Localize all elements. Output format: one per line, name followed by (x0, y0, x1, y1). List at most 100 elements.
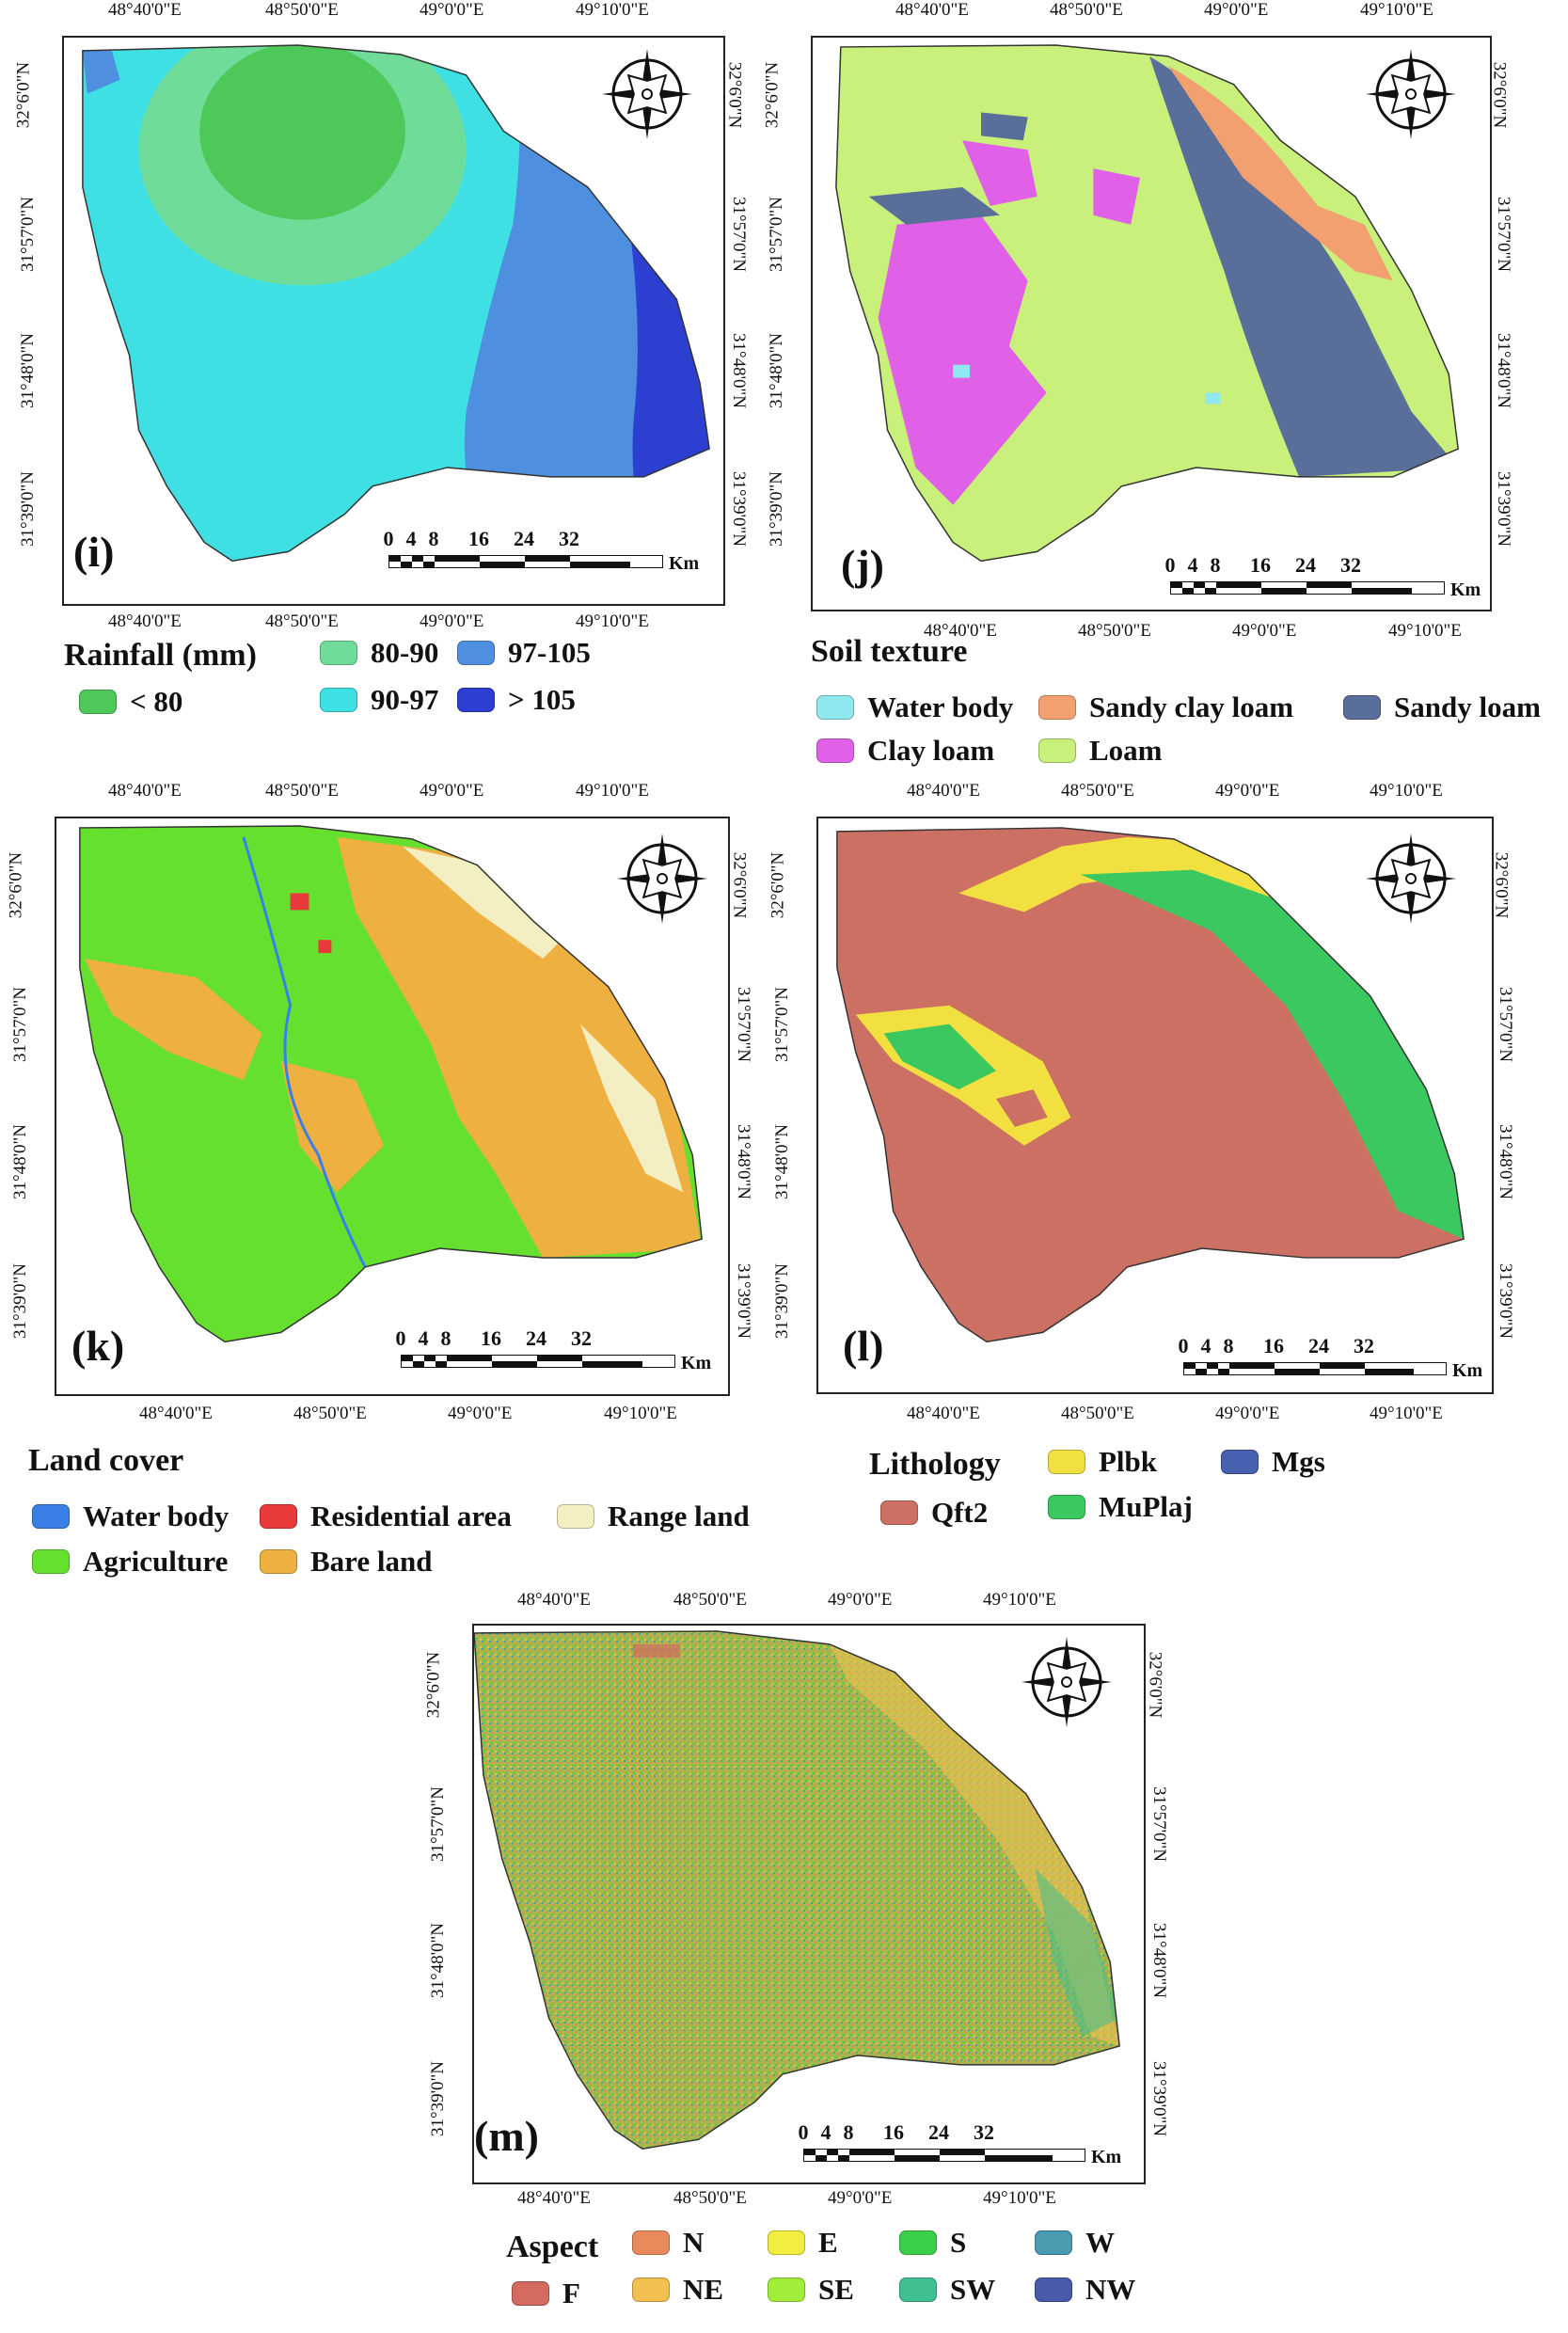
north-arrow-icon (1366, 49, 1456, 139)
right-lat-tick: 32°6'0"N (729, 851, 750, 919)
left-lat-tick: 31°39'0"N (10, 1263, 30, 1339)
legend-swatch (1048, 1495, 1085, 1519)
aspect-flat (633, 1643, 680, 1658)
bottom-lon-tick: 49°10'0"E (1370, 1404, 1443, 1423)
legend-swatch (32, 1504, 70, 1529)
legend-title: Land cover (28, 1443, 184, 1478)
north-arrow-icon (1366, 833, 1456, 924)
legend-swatch (557, 1504, 594, 1529)
right-lat-tick: 31°39'0"N (1149, 2061, 1169, 2136)
legend-rainfall: Rainfall (mm) < 80 80-90 90-97 97-105 > … (0, 632, 784, 736)
top-lon-tick: 49°0'0"E (1215, 781, 1280, 801)
legend-item: E (768, 2226, 838, 2260)
map-panel-m: 48°40'0"E 48°50'0"E 49°0'0"E 49°10'0"E (395, 1590, 1179, 2333)
bottom-lon-tick: 49°0'0"E (1232, 621, 1297, 641)
bottom-lon-tick: 48°40'0"E (517, 2188, 591, 2208)
right-lat-tick: 31°57'0"N (1149, 1786, 1169, 1862)
bottom-lon-tick: 49°10'0"E (1388, 621, 1462, 641)
legend-item: > 105 (457, 683, 576, 717)
legend-item: Plbk (1048, 1445, 1157, 1479)
scale-bar: 0 4 8 16 24 32 Km (798, 2120, 1122, 2167)
legend-swatch (768, 2230, 805, 2255)
study-area-boundary (836, 827, 1465, 1343)
land-cover-residential-area (290, 893, 309, 911)
left-lat-tick: 31°39'0"N (428, 2061, 448, 2136)
bottom-lon-tick: 48°50'0"E (673, 2188, 747, 2208)
map-panel-l: 48°40'0"E 48°50'0"E 49°0'0"E 49°10'0"E ( (768, 771, 1568, 1580)
scale-bar: 0 4 8 16 24 32 Km (1178, 1334, 1483, 1381)
legend-item: Mgs (1221, 1445, 1325, 1479)
legend-swatch (1048, 1450, 1085, 1474)
legend-swatch (457, 688, 495, 712)
top-lon-tick: 49°0'0"E (1204, 0, 1269, 20)
left-lat-tick: 31°57'0"N (10, 987, 30, 1062)
top-lon-tick: 49°10'0"E (983, 1590, 1056, 1610)
soil-class-water-body (953, 364, 971, 378)
legend-item: MuPlaj (1048, 1490, 1193, 1524)
right-lat-tick: 31°48'0"N (734, 1124, 753, 1199)
map-panel-j: 48°40'0"E 48°50'0"E 49°0'0"E 49°10'0"E (762, 0, 1568, 767)
right-lat-tick: 32°6'0"N (724, 61, 745, 129)
aspect-map (474, 1630, 1120, 2150)
top-lon-tick: 48°50'0"E (1050, 0, 1123, 20)
legend-swatch (79, 690, 117, 714)
legend-swatch (899, 2277, 937, 2302)
top-lon-tick: 48°40'0"E (517, 1590, 591, 1610)
top-lon-tick: 49°10'0"E (576, 781, 649, 801)
legend-title: Soil texture (811, 634, 968, 669)
legend-item: Clay loam (816, 734, 994, 768)
legend-item: Sandy loam (1343, 690, 1541, 724)
right-lat-tick: 31°39'0"N (1494, 471, 1513, 547)
legend-swatch (260, 1504, 297, 1529)
legend-item: < 80 (79, 685, 182, 719)
top-lon-tick: 49°0'0"E (420, 0, 484, 20)
legend-title: Lithology (869, 1447, 1001, 1482)
right-lat-tick: 31°57'0"N (734, 987, 753, 1062)
soil-class-clay-loam (878, 214, 1047, 505)
legend-item: 90-97 (320, 683, 438, 717)
scale-bar: 0 4 8 16 24 32 Km (383, 527, 700, 574)
rainfall-map (82, 44, 710, 563)
left-lat-tick: 31°57'0"N (767, 197, 786, 272)
top-lon-tick: 49°10'0"E (1370, 781, 1443, 801)
top-lon-tick: 48°40'0"E (895, 0, 969, 20)
legend-swatch (320, 641, 357, 665)
map-panel-i: 48°40'0"E 48°50'0"E 49°0'0"E 49°10'0"E ( (0, 0, 784, 762)
legend-item: N (632, 2226, 704, 2260)
scale-bar: 0 4 8 16 24 32 Km (1164, 553, 1481, 600)
legend-item: Water body (816, 690, 1013, 724)
legend-item: Sandy clay loam (1038, 690, 1293, 724)
land-cover-water-body (242, 836, 367, 1268)
left-lat-tick: 31°48'0"N (428, 1923, 448, 1998)
legend-aspect: Aspect N E S W F NE SE SW NW (395, 2218, 1179, 2331)
legend-item: 80-90 (320, 636, 438, 670)
top-lon-tick: 49°0'0"E (828, 1590, 893, 1610)
bottom-lon-tick: 48°40'0"E (108, 611, 182, 631)
legend-swatch (260, 1549, 297, 1574)
legend-lithology: Lithology Plbk Mgs Qft2 MuPlaj (784, 1437, 1568, 1550)
north-arrow-icon (617, 833, 707, 924)
legend-swatch (457, 641, 495, 665)
right-lat-tick: 31°57'0"N (1496, 987, 1515, 1062)
soil-texture-map (835, 44, 1459, 563)
top-lon-tick: 49°10'0"E (576, 0, 649, 20)
right-lat-tick: 31°39'0"N (1496, 1263, 1515, 1339)
legend-swatch (632, 2230, 670, 2255)
panel-label: (k) (71, 1322, 125, 1370)
left-lat-tick: 31°48'0"N (10, 1124, 30, 1199)
north-arrow-icon (1022, 1637, 1112, 1727)
legend-item: SE (768, 2273, 854, 2307)
right-lat-tick: 31°57'0"N (1494, 197, 1513, 272)
bottom-lon-tick: 48°40'0"E (139, 1404, 213, 1423)
lithology-muplaj (1080, 869, 1465, 1240)
top-lon-tick: 49°10'0"E (1360, 0, 1433, 20)
left-lat-tick: 31°48'0"N (772, 1124, 792, 1199)
panel-label: (j) (841, 541, 884, 589)
right-lat-tick: 32°6'0"N (1489, 61, 1510, 129)
left-lat-tick: 32°6'0"N (768, 851, 788, 919)
left-lat-tick: 32°6'0"N (762, 61, 783, 129)
land-cover-range-land (402, 846, 562, 960)
legend-item: Residential area (260, 1500, 512, 1533)
study-area-boundary (82, 44, 710, 563)
study-area-boundary (474, 1630, 1120, 2150)
